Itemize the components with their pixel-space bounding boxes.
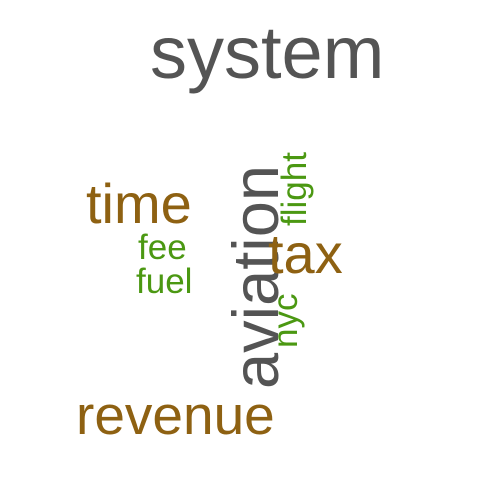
- word-system: system: [150, 11, 385, 94]
- word-fuel: fuel: [136, 262, 193, 301]
- word-time: time: [86, 172, 192, 235]
- word-flight: flight: [275, 152, 314, 226]
- word-nyc: nyc: [266, 293, 305, 348]
- word-fee: fee: [138, 228, 187, 267]
- word-revenue: revenue: [76, 384, 275, 446]
- word-tax: tax: [268, 222, 343, 285]
